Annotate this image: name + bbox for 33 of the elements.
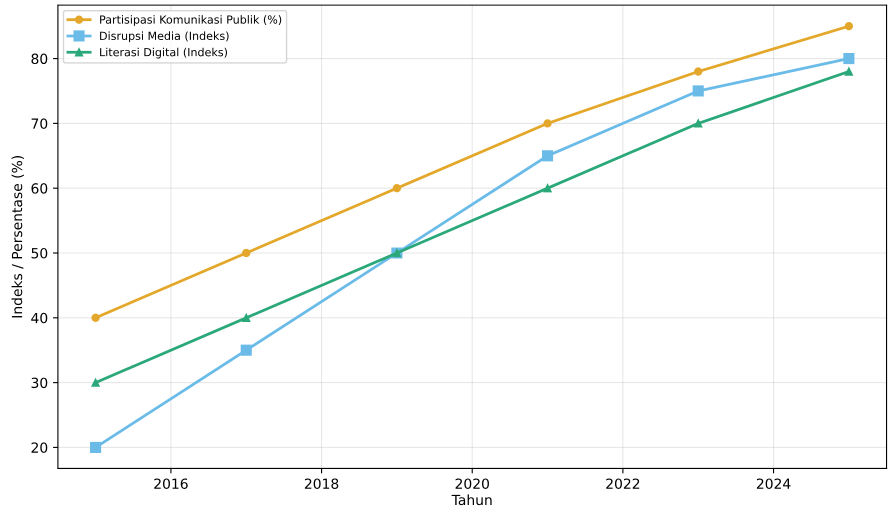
x-axis-title: Tahun (452, 494, 492, 506)
y-tick-label: 60 (31, 183, 48, 194)
point (844, 22, 854, 30)
point (843, 53, 854, 64)
point (240, 344, 252, 356)
point (692, 85, 704, 97)
point (392, 184, 402, 192)
legend-label: Partisipasi Komunikasi Publik (%) (100, 15, 282, 26)
x-tick-label: 2016 (154, 478, 188, 489)
y-axis-title: Indeks / Persentase (%) (12, 156, 24, 318)
point (91, 314, 100, 322)
x-tick-label: 2022 (606, 478, 640, 489)
point (694, 119, 702, 128)
point (542, 150, 554, 162)
x-tick-label: 2024 (756, 478, 790, 489)
point (242, 314, 250, 322)
point (242, 248, 250, 258)
point (90, 442, 102, 453)
point (543, 184, 552, 192)
legend-label: Literasi Digital (Indeks) (100, 48, 227, 58)
y-tick-label: 20 (32, 442, 48, 453)
y-tick-label: 40 (31, 312, 48, 324)
x-tick-label: 2018 (304, 478, 338, 489)
y-tick-label: 30 (32, 378, 48, 388)
y-tick-label: 80 (31, 54, 48, 64)
point (91, 378, 100, 387)
point (694, 67, 702, 76)
point (844, 67, 854, 76)
legend-label: Disrupsi Media (Indeks) (100, 31, 229, 42)
x-tick-label: 2020 (456, 478, 489, 489)
y-tick-label: 50 (32, 248, 48, 258)
y-tick-label: 70 (32, 118, 48, 129)
point (543, 119, 552, 128)
